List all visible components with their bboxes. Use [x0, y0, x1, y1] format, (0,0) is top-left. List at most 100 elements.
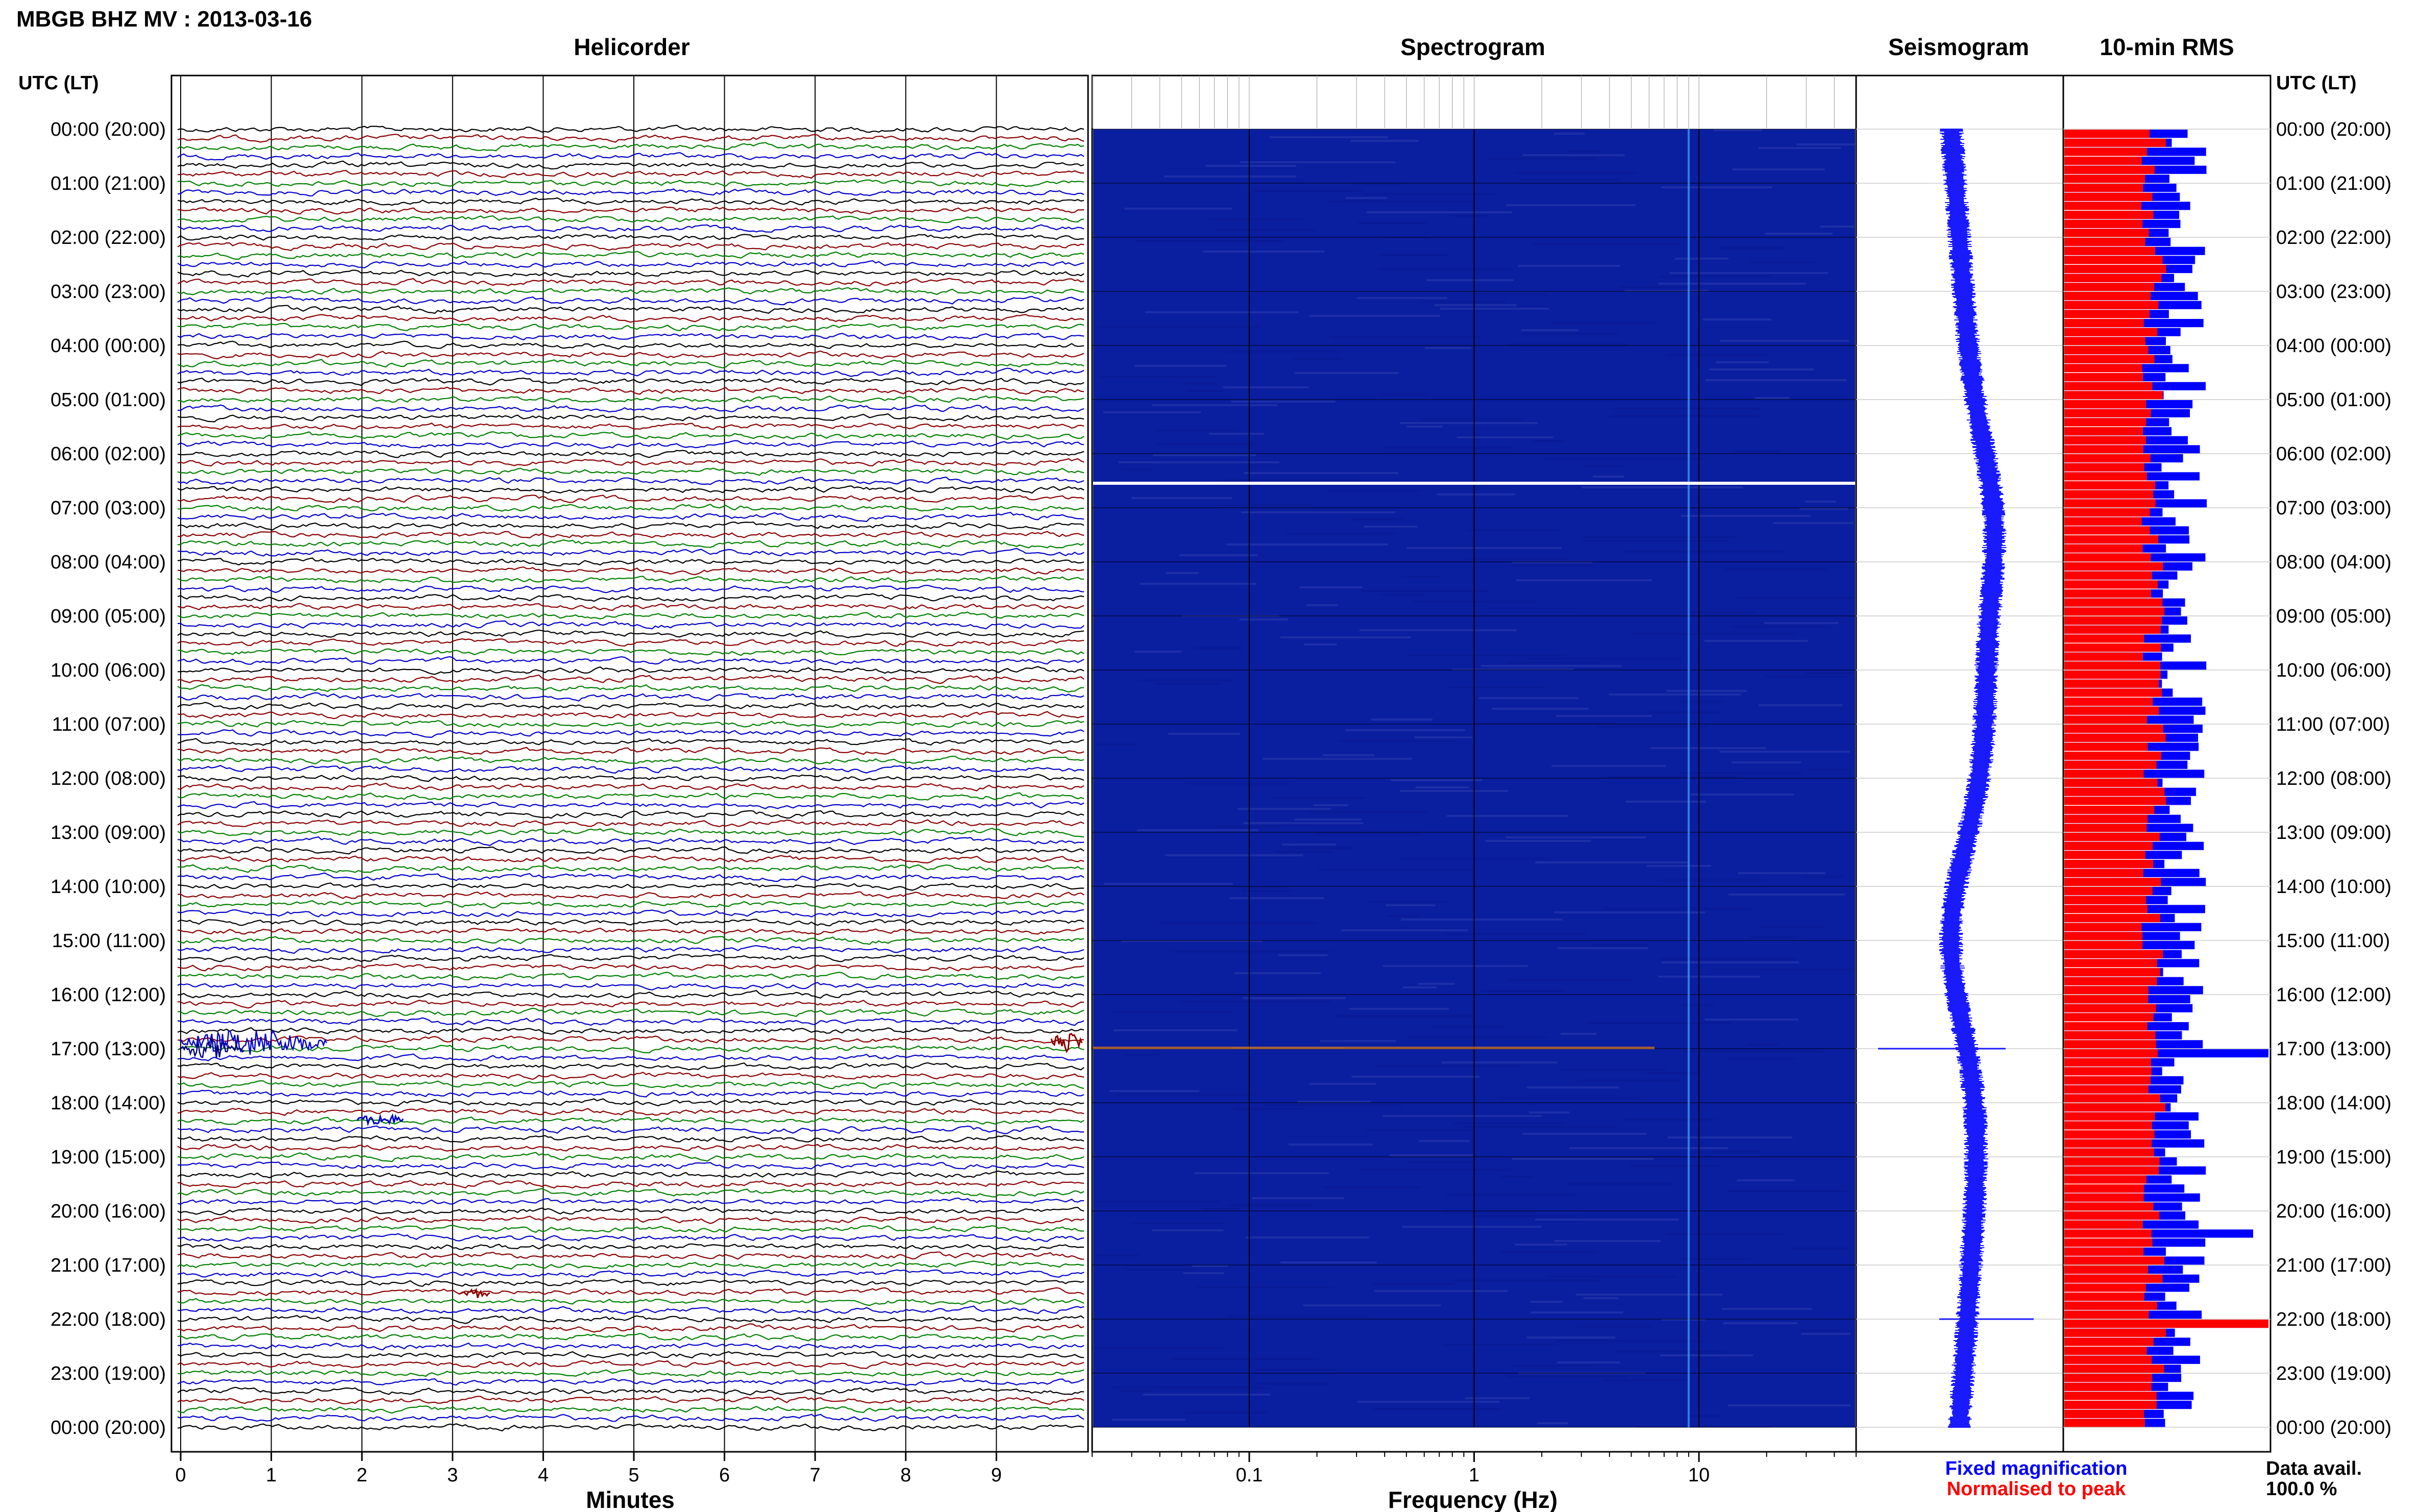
spectrogram-texture	[1104, 883, 1233, 885]
minute-tick-label: 8	[900, 1465, 911, 1486]
hour-label-left: 10:00 (06:00)	[51, 660, 166, 681]
helicorder-trace	[177, 1117, 1084, 1125]
spectrogram-texture	[1116, 1094, 1252, 1096]
spectrogram-texture	[1401, 858, 1550, 860]
spectrogram-texture	[1156, 429, 1238, 431]
spectrogram-texture	[1702, 318, 1771, 320]
helicorder-trace	[177, 620, 1084, 630]
spectrogram-texture	[1558, 947, 1648, 949]
spectrogram-texture	[1690, 1415, 1723, 1417]
helicorder-trace	[177, 1035, 1084, 1044]
spectrogram-texture	[1290, 847, 1356, 849]
helicorder-trace	[177, 1269, 1084, 1279]
spectrogram-texture	[1732, 168, 1825, 170]
spectrogram-texture	[1650, 747, 1766, 749]
rms-bar-normalised	[2064, 1193, 2144, 1202]
spectrogram-texture	[1473, 293, 1547, 295]
spectrogram-texture	[1139, 679, 1232, 681]
spectrogram-texture	[1535, 1219, 1679, 1221]
helicorder-trace	[177, 395, 1084, 403]
rms-bar-normalised	[2064, 607, 2165, 616]
helicorder-trace	[177, 963, 1084, 972]
spectrogram-texture	[1485, 840, 1591, 842]
rms-bar-normalised	[2064, 1337, 2154, 1346]
spectrogram-texture	[1122, 468, 1154, 470]
helicorder-trace	[177, 1170, 1084, 1179]
minutes-axis-label: Minutes	[586, 1486, 675, 1512]
rms-bar-normalised	[2064, 1392, 2157, 1400]
rms-bar-normalised	[2064, 1148, 2154, 1157]
rms-bar-normalised	[2064, 1139, 2152, 1148]
spectrogram-texture	[1716, 247, 1784, 249]
spectrogram-texture	[1805, 672, 1852, 674]
hour-label-right: 00:00 (20:00)	[2276, 119, 2391, 140]
spectrogram-texture	[1530, 1301, 1563, 1303]
helicorder-trace	[177, 1089, 1084, 1098]
spectrogram-texture	[1579, 1079, 1680, 1081]
helicorder-trace	[177, 188, 1084, 196]
helicorder-trace	[177, 413, 1084, 423]
spectrogram-texture	[1124, 208, 1232, 210]
rms-bar-normalised	[2064, 923, 2142, 931]
helicorder-trace	[177, 1107, 1084, 1116]
spectrogram-texture	[1618, 286, 1689, 288]
spectrogram-texture	[1273, 797, 1365, 799]
rms-bar-normalised	[2064, 977, 2157, 985]
spectrogram-texture	[1681, 1004, 1715, 1006]
spectrogram-texture	[1737, 597, 1853, 599]
spectrogram-texture	[1099, 376, 1215, 378]
spectrogram-texture	[1569, 1147, 1728, 1149]
spectrogram-texture	[1662, 961, 1799, 963]
helicorder-trace	[177, 323, 1084, 332]
spectrogram-texture	[1731, 761, 1801, 763]
helicorder-trace	[177, 1260, 1084, 1270]
spectrogram-texture	[1309, 1083, 1376, 1085]
rms-bar-normalised	[2064, 1256, 2164, 1265]
spectrogram-texture	[1560, 1033, 1597, 1035]
spectrogram-texture	[1109, 1090, 1199, 1092]
spectrogram-texture	[1309, 315, 1440, 317]
rms-bar-normalised	[2064, 130, 2150, 138]
helicorder-event	[179, 1037, 244, 1058]
spectrogram-texture	[1565, 1183, 1673, 1185]
spectrogram-texture	[1096, 1254, 1140, 1256]
hour-label-left: 15:00 (11:00)	[52, 930, 166, 952]
spectrogram-texture	[1616, 1351, 1725, 1353]
spectrogram-texture	[1592, 944, 1649, 946]
spectrogram-texture	[1233, 1108, 1305, 1110]
spectrogram-texture	[1202, 1208, 1240, 1210]
spectrogram-texture	[1280, 1261, 1377, 1263]
hour-label-right: 10:00 (06:00)	[2276, 660, 2391, 681]
rms-bar-normalised	[2064, 752, 2162, 760]
spectrogram-texture	[1658, 283, 1806, 285]
spectrogram-texture	[1706, 379, 1846, 381]
hour-label-left: 05:00 (01:00)	[51, 389, 166, 411]
spectrogram-texture	[1666, 354, 1769, 356]
helicorder-trace	[177, 729, 1084, 738]
spectrogram-texture	[1457, 436, 1553, 438]
rms-bar-normalised	[2064, 463, 2144, 472]
helicorder-trace	[177, 603, 1084, 611]
spectrogram-texture	[1531, 243, 1680, 245]
rms-bar-normalised	[2064, 1157, 2160, 1166]
helicorder-trace	[177, 494, 1084, 504]
helicorder-trace	[177, 1315, 1084, 1324]
spectrogram-texture	[1137, 829, 1258, 831]
spectrogram-title: Spectrogram	[1400, 34, 1545, 60]
spectrogram-texture	[1280, 636, 1411, 638]
spectrogram-texture	[1177, 1001, 1331, 1003]
rms-bar-normalised	[2064, 391, 2163, 400]
spectrogram-texture	[1637, 1426, 1771, 1428]
rms-bar-normalised	[2064, 715, 2148, 724]
hour-label-right: 13:00 (09:00)	[2276, 822, 2391, 844]
spectrogram-texture	[1254, 1369, 1338, 1371]
spectrogram-texture	[1110, 1386, 1266, 1389]
helicorder-trace	[177, 774, 1084, 782]
spectrogram-texture	[1632, 633, 1795, 635]
helicorder-trace	[177, 1062, 1084, 1071]
rms-bar-normalised	[2064, 1283, 2146, 1292]
rms-bar-normalised	[2064, 526, 2150, 535]
spectrogram-texture	[1723, 1322, 1798, 1324]
spectrogram-texture	[1660, 1354, 1754, 1356]
